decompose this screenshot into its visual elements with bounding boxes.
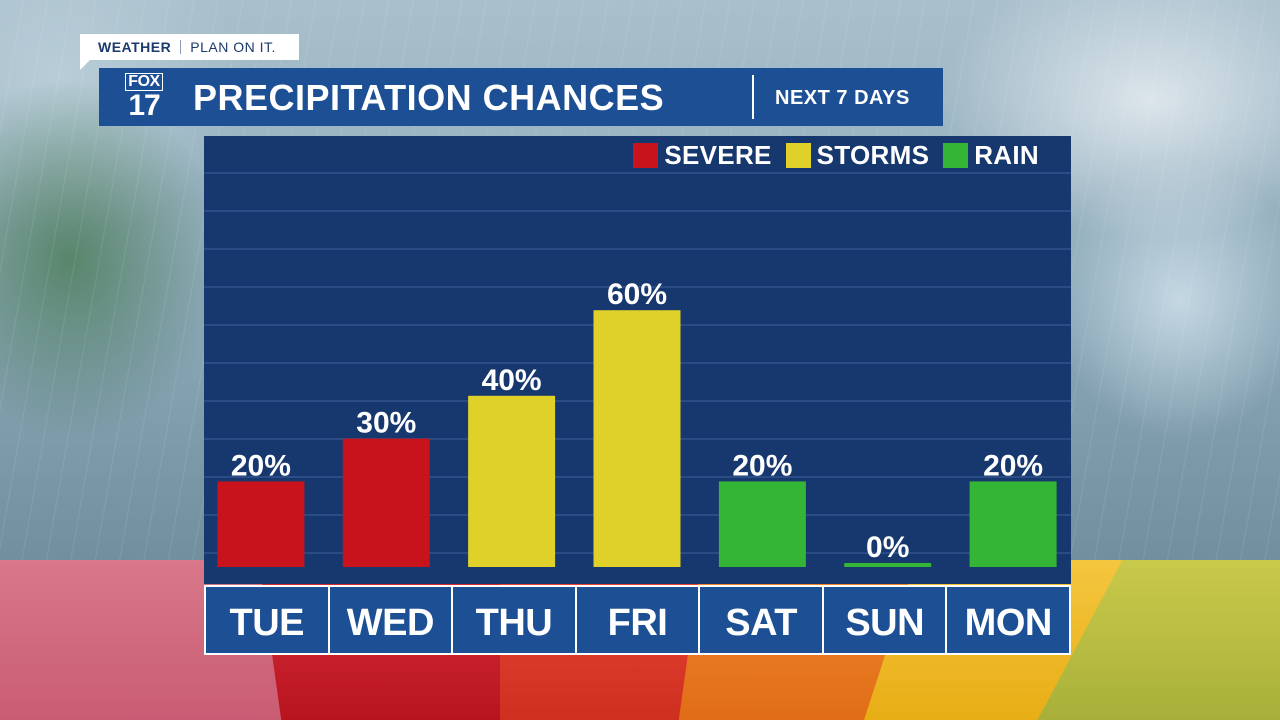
day-label-sun: SUN <box>823 587 946 653</box>
bar-value-label-mon: 20% <box>983 449 1043 482</box>
day-label-tue: TUE <box>206 587 328 653</box>
day-label-wed: WED <box>329 587 452 653</box>
legend-label-storms: STORMS <box>816 140 930 170</box>
page-subtitle: NEXT 7 DAYS <box>775 87 910 109</box>
day-label-fri: FRI <box>576 587 699 653</box>
brand-tag-notch <box>80 60 90 70</box>
bar-value-label-wed: 30% <box>356 407 416 440</box>
day-labels-row: TUE WED THU FRI SAT SUN MON <box>204 585 1071 655</box>
bar-chart: 20% 30% 40% 60% 20% 0% 20% <box>217 278 1057 567</box>
bar-sat <box>718 481 806 567</box>
legend-item-severe: SEVERE <box>633 140 771 171</box>
bar-value-label-sun: 0% <box>866 531 909 564</box>
day-label-mon: MON <box>947 587 1070 653</box>
title-divider <box>752 75 754 119</box>
chart-panel: 20% 30% 40% 60% 20% 0% 20% SEVERE STORMS RAIN <box>204 136 1071 584</box>
weather-brand-tag: WEATHER PLAN ON IT. <box>80 34 299 60</box>
legend-label-rain: RAIN <box>974 140 1039 170</box>
legend-swatch-rain <box>943 143 969 168</box>
legend-swatch-storms <box>785 143 811 168</box>
bar-sun <box>844 563 932 567</box>
fox17-logo: FOX 17 <box>119 71 169 123</box>
bar-fri <box>593 310 681 567</box>
day-label-thu: THU <box>453 587 575 653</box>
bar-thu <box>468 395 556 567</box>
legend-item-rain: RAIN <box>943 140 1039 171</box>
legend-label-severe: SEVERE <box>664 140 772 170</box>
brand-tag-weather: WEATHER <box>98 39 172 55</box>
legend-swatch-severe <box>633 143 659 168</box>
logo-17-text: 17 <box>128 89 160 122</box>
legend-item-storms: STORMS <box>785 140 930 171</box>
page-title: PRECIPITATION CHANCES <box>193 77 665 118</box>
bar-value-label-sat: 20% <box>732 449 792 482</box>
bar-value-label-fri: 60% <box>607 278 667 311</box>
day-label-sat: SAT <box>700 587 822 653</box>
chart-legend: SEVERE STORMS RAIN <box>633 140 1039 171</box>
bar-value-label-tue: 20% <box>231 449 291 482</box>
title-bar: FOX 17 PRECIPITATION CHANCES NEXT 7 DAYS <box>99 68 943 126</box>
bar-wed <box>342 438 430 567</box>
brand-tag-divider <box>180 40 182 54</box>
brand-tag-slogan: PLAN ON IT. <box>190 39 276 55</box>
bar-value-label-thu: 40% <box>482 364 542 397</box>
bar-tue <box>217 481 305 567</box>
logo-fox-text: FOX <box>125 73 163 91</box>
bar-mon <box>969 481 1057 567</box>
